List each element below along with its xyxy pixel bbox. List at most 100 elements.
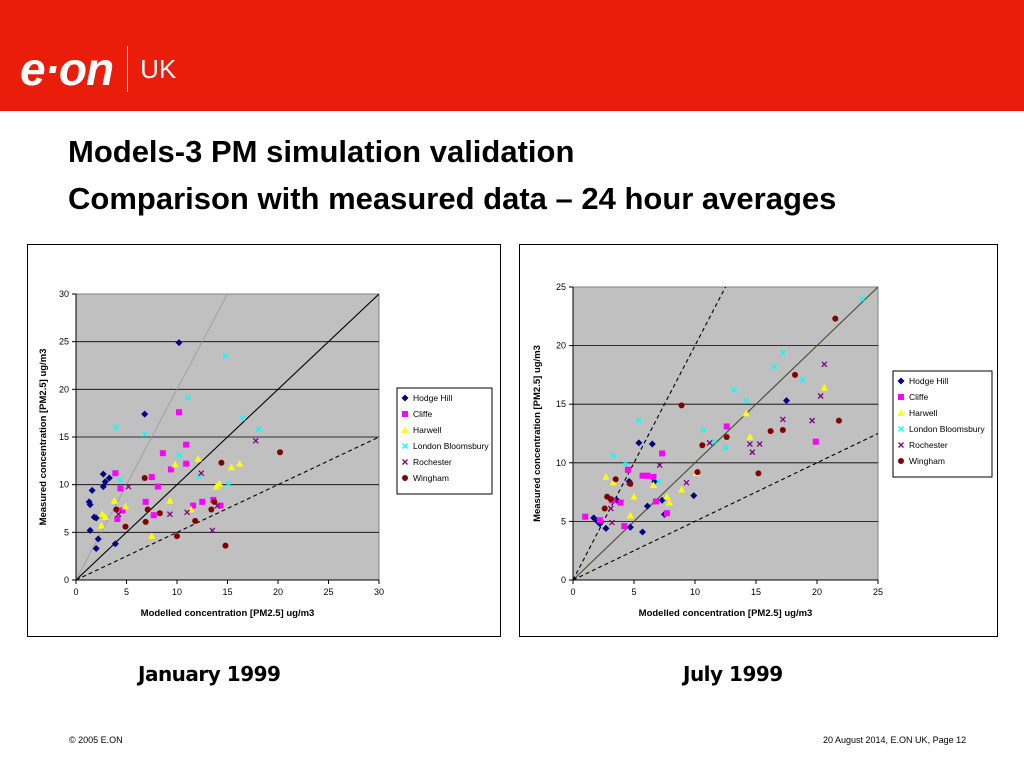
data-point — [820, 383, 828, 391]
data-point — [185, 394, 192, 401]
data-point — [174, 533, 180, 540]
data-point — [142, 518, 149, 525]
data-point — [92, 514, 100, 522]
x-tick-label: 20 — [812, 587, 822, 597]
data-point — [711, 438, 718, 445]
y-tick-label: 20 — [556, 341, 566, 351]
legend-label: Harwell — [909, 408, 937, 418]
data-point — [832, 315, 839, 322]
data-point — [236, 459, 244, 467]
footer-date-page: 20 August 2014, E.ON UK, Page 12 — [823, 735, 967, 745]
data-point — [643, 502, 651, 510]
data-point — [677, 485, 686, 493]
series-london-bloomsbury — [113, 353, 262, 487]
legend-label: Wingham — [909, 456, 945, 466]
chart-svg: 0 5 10 15 20 25 0 5 10 15 20 25 Modelled concentrati… — [532, 282, 993, 619]
data-point — [88, 486, 96, 494]
y-tick-label: 10 — [59, 480, 69, 490]
legend-marker — [402, 411, 408, 417]
data-point — [859, 295, 866, 302]
brand-header: e·on UK — [0, 0, 1024, 111]
data-point — [122, 523, 129, 530]
data-point — [835, 417, 842, 424]
y-axis-title: Measured concentration [PM2.5] ug/m3 — [38, 349, 49, 526]
data-point — [663, 492, 671, 500]
legend-marker — [402, 475, 408, 481]
data-point — [222, 542, 229, 549]
data-point — [176, 452, 182, 459]
data-point — [119, 507, 126, 514]
data-point — [252, 437, 259, 444]
data-point — [141, 474, 148, 481]
data-point — [98, 510, 106, 518]
data-point — [115, 511, 122, 518]
data-point — [99, 483, 107, 491]
data-point — [255, 426, 262, 433]
series-harwell — [602, 383, 828, 519]
data-point — [602, 473, 610, 480]
y-tick-label: 10 — [556, 458, 566, 468]
data-point — [652, 498, 659, 505]
data-point — [630, 492, 638, 500]
series-hodge-hill — [85, 339, 183, 553]
y-tick-label: 15 — [556, 399, 566, 409]
data-point — [792, 371, 799, 378]
reference-line-0-5 — [573, 433, 878, 580]
data-point — [609, 519, 615, 526]
legend-marker — [897, 377, 905, 385]
data-point — [742, 409, 750, 417]
data-point — [756, 441, 763, 448]
data-point — [183, 460, 190, 467]
data-point — [218, 459, 225, 466]
data-point — [239, 414, 246, 421]
data-point — [648, 440, 656, 448]
logo-region: UK — [140, 54, 177, 84]
x-tick-label: 15 — [222, 587, 232, 597]
data-point — [99, 470, 107, 478]
data-point — [86, 501, 94, 509]
logo-wordmark: e·on — [20, 43, 114, 95]
data-point — [114, 515, 121, 522]
data-point — [183, 441, 190, 448]
data-point — [626, 511, 634, 519]
legend-label: Harwell — [413, 425, 441, 435]
data-point — [722, 444, 729, 451]
data-point — [622, 461, 629, 467]
y-tick-label: 25 — [556, 282, 566, 292]
data-point — [154, 483, 161, 490]
data-point — [746, 433, 754, 440]
data-point — [190, 502, 197, 509]
series-wingham — [601, 315, 842, 512]
data-point — [767, 428, 774, 435]
data-point — [159, 450, 166, 457]
data-point — [113, 506, 120, 513]
data-point — [142, 498, 149, 505]
data-point — [166, 511, 173, 518]
series-cliffe — [112, 409, 224, 522]
data-point — [779, 426, 786, 433]
data-point — [110, 497, 118, 504]
data-point — [607, 505, 614, 512]
data-point — [184, 509, 191, 516]
x-tick-label: 30 — [374, 587, 384, 597]
data-point — [602, 524, 610, 532]
data-point — [635, 439, 643, 447]
data-point — [610, 452, 617, 459]
data-point — [141, 410, 149, 418]
data-point — [166, 497, 174, 504]
y-tick-label: 20 — [59, 384, 69, 394]
y-tick-label: 0 — [561, 575, 566, 585]
data-point — [644, 472, 651, 479]
chart-july-1999: 0 5 10 15 20 25 0 5 10 15 20 25 Modelled concentrati… — [519, 244, 998, 637]
data-point — [227, 463, 236, 471]
data-point — [799, 376, 806, 383]
data-point — [582, 513, 589, 520]
legend: Hodge Hill Cliffe Harwell London Bloomsbury… — [396, 387, 493, 495]
data-point — [192, 517, 199, 524]
data-point — [105, 474, 113, 482]
data-point — [215, 479, 224, 487]
data-point — [209, 527, 216, 534]
data-point — [639, 472, 646, 479]
legend-label: Rochester — [413, 457, 452, 467]
data-point — [141, 431, 148, 438]
